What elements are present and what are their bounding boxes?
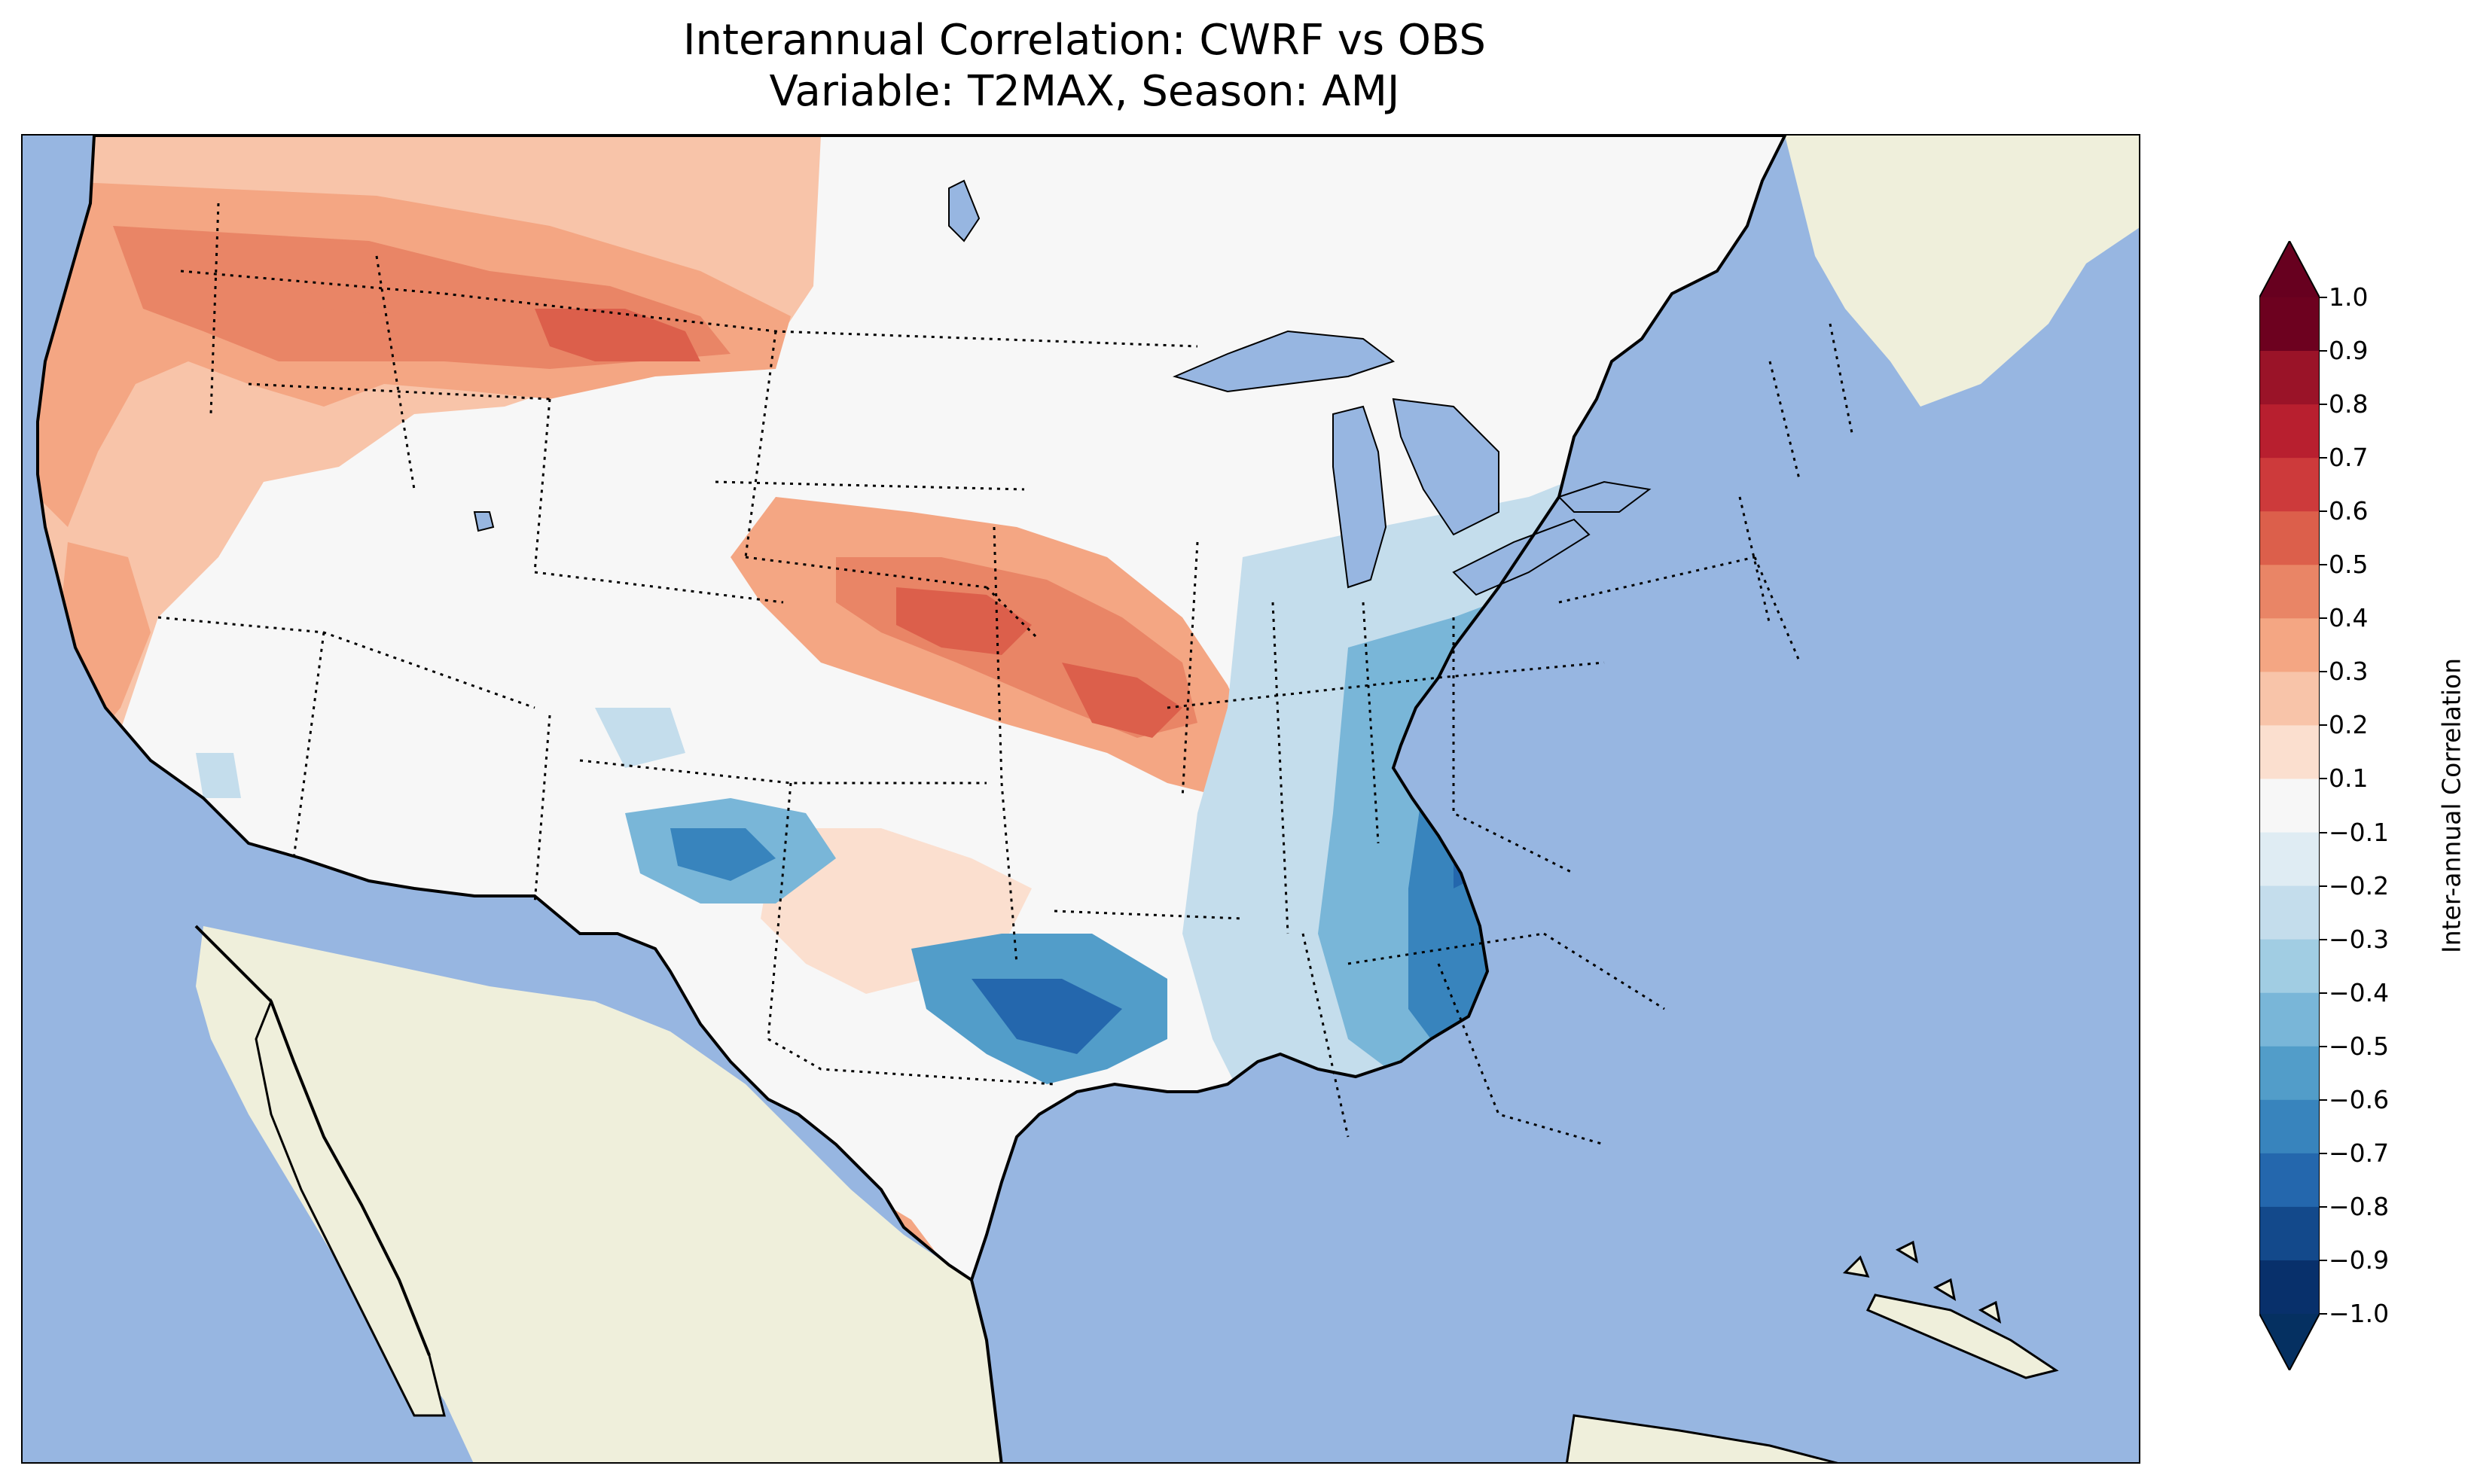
colorbar-tick-mark bbox=[2320, 992, 2327, 994]
colorbar-band bbox=[2259, 725, 2320, 779]
colorbar-tick-mark bbox=[2320, 1152, 2327, 1154]
colorbar-tick-mark bbox=[2320, 404, 2327, 406]
great-salt-lake bbox=[473, 511, 495, 532]
canada-maritimes-land bbox=[1785, 136, 2139, 407]
colorbar-band bbox=[2259, 672, 2320, 726]
colorbar-tick-mark bbox=[2320, 617, 2327, 620]
colorbar-tick-mark bbox=[2320, 885, 2327, 887]
colorbar-tick-mark bbox=[2320, 1205, 2327, 1208]
map-panel bbox=[21, 134, 2140, 1464]
colorbar-tick-label: −0.3 bbox=[2329, 924, 2390, 954]
colorbar-tick-label: 0.2 bbox=[2329, 710, 2369, 740]
colorbar-band bbox=[2259, 832, 2320, 887]
colorbar-tick-label: 0.9 bbox=[2329, 336, 2369, 366]
colorbar-tick-mark bbox=[2320, 350, 2327, 352]
colorbar-band bbox=[2259, 1153, 2320, 1208]
colorbar-tick-label: −0.8 bbox=[2329, 1191, 2390, 1221]
colorbar-band bbox=[2259, 992, 2320, 1047]
colorbar-tick-mark bbox=[2320, 1259, 2327, 1261]
colorbar-band bbox=[2259, 939, 2320, 994]
colorbar-tick-mark bbox=[2320, 724, 2327, 727]
colorbar-band bbox=[2259, 1206, 2320, 1261]
colorbar-tick-mark bbox=[2320, 564, 2327, 566]
colorbar-band bbox=[2259, 1046, 2320, 1101]
colorbar-tick-label: −0.5 bbox=[2329, 1031, 2390, 1061]
bahamas-land bbox=[1842, 1240, 2002, 1324]
lake-winnipeg bbox=[948, 179, 981, 242]
colorbar-tick-label: −0.1 bbox=[2329, 817, 2390, 847]
colorbar-tick-mark bbox=[2320, 457, 2327, 459]
colorbar-tick-label: 0.3 bbox=[2329, 657, 2369, 687]
colorbar-band bbox=[2259, 404, 2320, 459]
colorbar-tick-label: −0.7 bbox=[2329, 1138, 2390, 1168]
colorbar-band bbox=[2259, 779, 2320, 833]
colorbar-tick-mark bbox=[2320, 1045, 2327, 1047]
lake-erie bbox=[1452, 518, 1591, 596]
colorbar-tick-mark bbox=[2320, 938, 2327, 940]
colorbar-tick-label: −0.9 bbox=[2329, 1245, 2390, 1275]
colorbar-tick-mark bbox=[2320, 671, 2327, 673]
colorbar-tick-label: −0.4 bbox=[2329, 977, 2390, 1007]
cuba-land bbox=[1865, 1294, 2059, 1379]
lake-huron bbox=[1392, 398, 1499, 536]
colorbar-tick-label: 1.0 bbox=[2329, 282, 2369, 312]
lake-ontario bbox=[1557, 480, 1652, 513]
coastlines bbox=[36, 136, 1786, 1462]
colorbar-extend-max bbox=[2259, 241, 2320, 297]
colorbar-tick-label: −0.6 bbox=[2329, 1084, 2390, 1114]
colorbar-tick-mark bbox=[2320, 1099, 2327, 1101]
caribbean-shore bbox=[1566, 1414, 1838, 1462]
colorbar-band bbox=[2259, 618, 2320, 672]
colorbar-band bbox=[2259, 351, 2320, 405]
colorbar-band bbox=[2259, 885, 2320, 940]
colorbar-band bbox=[2259, 458, 2320, 512]
colorbar-band bbox=[2259, 1260, 2320, 1315]
colorbar-band bbox=[2259, 1099, 2320, 1154]
colorbar-band bbox=[2259, 511, 2320, 565]
colorbar-label: Inter-annual Correlation bbox=[2436, 657, 2466, 954]
colorbar-tick-mark bbox=[2320, 831, 2327, 833]
colorbar-tick-mark bbox=[2320, 510, 2327, 513]
colorbar-tick-label: 0.1 bbox=[2329, 763, 2369, 794]
colorbar-tick-label: 0.8 bbox=[2329, 389, 2369, 419]
colorbar-tick-label: 0.5 bbox=[2329, 550, 2369, 580]
lake-michigan bbox=[1332, 405, 1387, 589]
great-lakes bbox=[473, 179, 1652, 596]
colorbar-tick-mark bbox=[2320, 297, 2327, 298]
colorbar-extend-min bbox=[2259, 1314, 2320, 1370]
colorbar-tick-mark bbox=[2320, 1313, 2327, 1315]
map-title-line-1: Interannual Correlation: CWRF vs OBS bbox=[683, 16, 1486, 65]
colorbar-tick-label: −0.2 bbox=[2329, 870, 2390, 900]
colorbar-tick-label: −1.0 bbox=[2329, 1299, 2390, 1328]
colorbar-band bbox=[2259, 297, 2320, 352]
colorbar bbox=[2259, 241, 2320, 1370]
lake-superior bbox=[1173, 330, 1396, 393]
colorbar-band bbox=[2259, 565, 2320, 619]
state-borders bbox=[157, 203, 1854, 1146]
colorbar-tick-label: 0.6 bbox=[2329, 496, 2369, 526]
colorbar-tick-label: 0.7 bbox=[2329, 443, 2369, 473]
colorbar-tick-mark bbox=[2320, 778, 2327, 780]
map-title-line-2: Variable: T2MAX, Season: AMJ bbox=[769, 67, 1400, 116]
correlation-map bbox=[23, 136, 2139, 1462]
colorbar-tick-label: 0.4 bbox=[2329, 603, 2369, 633]
